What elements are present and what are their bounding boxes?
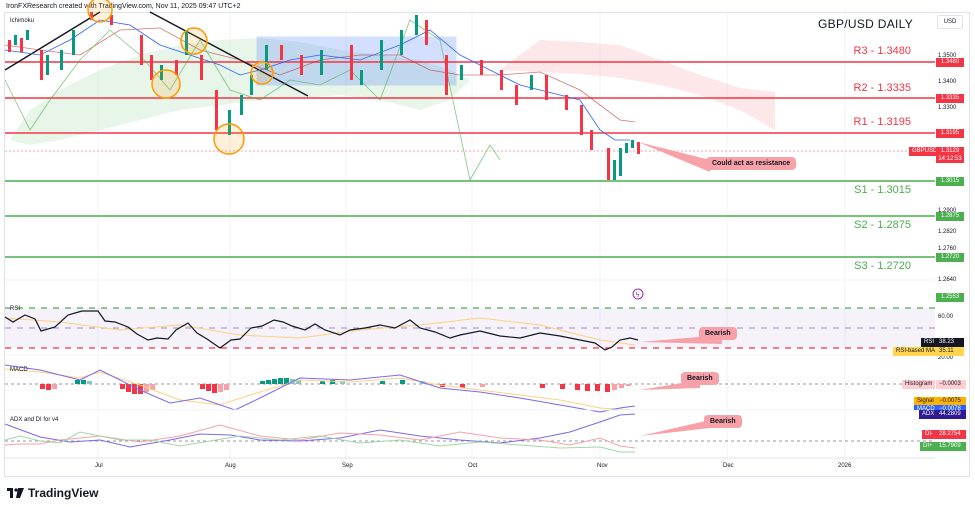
signal-value-tag: −0.0075 bbox=[936, 397, 966, 406]
s2-price-tag: 1.2875 bbox=[936, 212, 964, 221]
di-plus-label-tag: DI+ bbox=[920, 442, 936, 451]
lightning-icon[interactable] bbox=[632, 288, 644, 300]
x-axis-label: Sep bbox=[342, 463, 353, 469]
rsi-bearish-callout: Bearish bbox=[699, 327, 737, 340]
resistance-callout: Could act as resistance bbox=[706, 157, 797, 170]
x-axis-label: Jul bbox=[95, 463, 103, 469]
x-axis-label: Aug bbox=[225, 463, 236, 469]
rsi-axis-60: 60.00 bbox=[938, 314, 954, 320]
r2-label: R2 - 1.3335 bbox=[853, 82, 911, 94]
brand-name: TradingView bbox=[28, 486, 99, 500]
r3-label: R3 - 1.3480 bbox=[853, 45, 911, 57]
r1-label: R1 - 1.3195 bbox=[853, 116, 911, 128]
adx-bearish-callout: Bearish bbox=[704, 415, 742, 428]
rsi-ma-label-tag: RSI-based MA bbox=[893, 347, 939, 356]
histogram-value-tag: −0.0003 bbox=[936, 380, 966, 389]
di-minus-label-tag: DI- bbox=[922, 430, 936, 439]
low-price-tag: 1.2553 bbox=[936, 293, 964, 302]
histogram-label-tag: Histogram bbox=[902, 380, 936, 389]
x-axis-label: Oct bbox=[468, 463, 478, 469]
axis-tick: 1.2640 bbox=[938, 277, 957, 283]
s2-label: S2 - 1.2875 bbox=[854, 219, 911, 231]
axis-tick: 1.3500 bbox=[938, 53, 957, 59]
macd-value-tag: −0.0078 bbox=[936, 405, 966, 410]
axis-tick: 1.2820 bbox=[938, 229, 957, 235]
macd-label-tag: MACD bbox=[914, 405, 938, 410]
x-axis-label: Dec bbox=[723, 463, 734, 469]
macd-bearish-callout: Bearish bbox=[681, 372, 719, 385]
x-axis-label: 2026 bbox=[838, 463, 852, 469]
axis-tick: 1.2760 bbox=[938, 246, 957, 252]
adx-title: ADX and DI for v4 bbox=[10, 417, 59, 423]
axis-tick: 1.3400 bbox=[938, 79, 957, 85]
adx-label-tag: ADX bbox=[919, 410, 938, 419]
adx-value-tag: 44.2809 bbox=[936, 410, 966, 419]
ichimoku-label: Ichimoku bbox=[10, 18, 35, 24]
chart-frame[interactable] bbox=[4, 12, 970, 477]
s1-price-tag: 1.3015 bbox=[936, 177, 964, 186]
r2-price-tag: 1.3335 bbox=[936, 94, 964, 103]
x-axis-label: Nov bbox=[597, 463, 608, 469]
bar-countdown: 14:12:53 bbox=[938, 156, 962, 162]
currency-button[interactable]: USD bbox=[937, 15, 963, 29]
di-minus-value-tag: 28.2754 bbox=[936, 430, 966, 439]
axis-tick: 1.3300 bbox=[938, 105, 957, 111]
last-price: 1.3129 bbox=[940, 148, 960, 154]
s3-price-tag: 1.2720 bbox=[936, 253, 964, 262]
last-price-tag: 1.3129 14:12:53 bbox=[936, 147, 964, 163]
rsi-ma-value-tag: 35.11 bbox=[936, 347, 964, 356]
rsi-axis-20: 20.00 bbox=[938, 355, 954, 361]
signal-label-tag: Signal bbox=[914, 397, 937, 406]
tradingview-logo-icon bbox=[7, 488, 24, 498]
r3-price-tag: 1.3480 bbox=[936, 58, 964, 67]
rsi-value-tag: 38.23 bbox=[936, 338, 964, 347]
di-plus-value-tag: 15.7909 bbox=[936, 442, 966, 451]
s3-label: S3 - 1.2720 bbox=[854, 260, 911, 272]
svg-text:ϟ: ϟ bbox=[636, 292, 640, 299]
chart-credit: IronFXResearch created with TradingView.… bbox=[6, 3, 241, 10]
s1-label: S1 - 1.3015 bbox=[854, 184, 911, 196]
macd-title: MACD bbox=[10, 367, 28, 373]
tradingview-logo[interactable]: TradingView bbox=[7, 486, 98, 500]
rsi-title: RSI bbox=[10, 306, 21, 312]
r1-price-tag: 1.3195 bbox=[936, 129, 964, 138]
chart-title: GBP/USD DAILY bbox=[818, 17, 914, 31]
rsi-label-tag: RSI bbox=[921, 338, 938, 347]
symbol-tag: GBPUSD bbox=[909, 147, 941, 156]
axis-tick: 1.2900 bbox=[938, 208, 957, 214]
